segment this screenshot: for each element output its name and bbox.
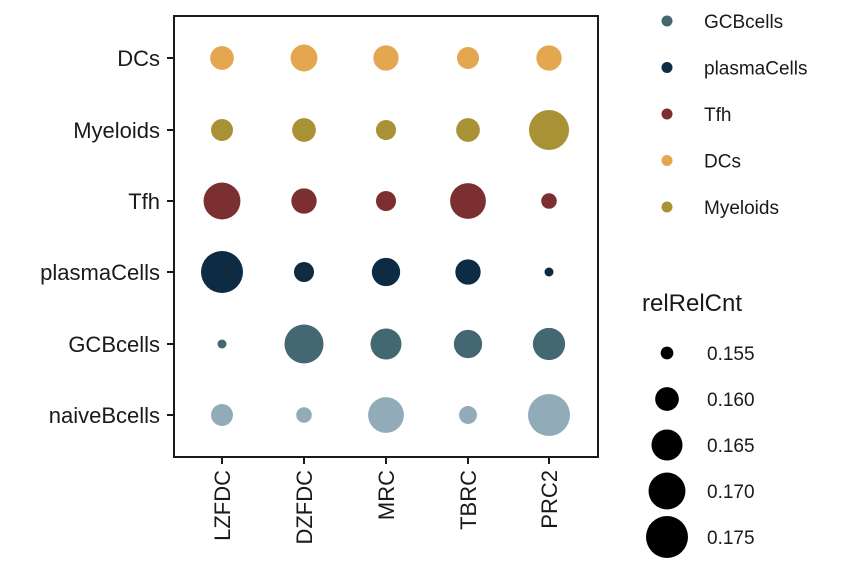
y-tick-label: plasmaCells <box>40 260 160 285</box>
size-legend-label: 0.160 <box>707 390 755 411</box>
point-naiveBcells-TBRC <box>459 406 477 424</box>
point-naiveBcells-MRC <box>368 397 404 433</box>
y-tick-label: Myeloids <box>73 118 160 143</box>
color-legend: GCBcells plasmaCells Tfh DCs Myeloids <box>661 12 807 219</box>
size-legend-key <box>648 472 686 510</box>
size-legend-key <box>660 346 674 360</box>
point-naiveBcells-PRC2 <box>528 394 570 436</box>
color-legend-label-plasmaCells: plasmaCells <box>704 59 807 80</box>
size-legend-label: 0.175 <box>707 528 755 549</box>
color-legend-label-DCs: DCs <box>704 152 741 173</box>
x-axis: LZFDC DZFDC MRC TBRC PRC2 <box>210 457 562 545</box>
point-DCs-DZFDC <box>290 44 318 72</box>
point-Myeloids-DZFDC <box>292 118 316 142</box>
color-legend-label-Myeloids: Myeloids <box>704 198 779 219</box>
point-plasmaCells-MRC <box>371 257 401 287</box>
point-Tfh-TBRC <box>450 183 486 219</box>
point-Myeloids-PRC2 <box>528 109 570 151</box>
x-tick-label: LZFDC <box>210 470 235 541</box>
plot-panel-border <box>173 15 599 458</box>
size-legend-key <box>655 387 679 411</box>
y-tick-label: Tfh <box>128 189 160 214</box>
point-Tfh-PRC2 <box>541 193 557 209</box>
point-GCBcells-TBRC <box>453 329 483 359</box>
point-Tfh-LZFDC <box>203 182 241 220</box>
point-plasmaCells-DZFDC <box>293 261 315 283</box>
point-Tfh-DZFDC <box>291 188 317 214</box>
y-tick-label: DCs <box>117 46 160 71</box>
size-legend: relRelCnt 0.155 0.160 0.165 0.170 0.175 <box>642 290 755 558</box>
size-legend-label: 0.170 <box>707 482 755 503</box>
point-naiveBcells-LZFDC <box>211 404 233 426</box>
point-DCs-MRC <box>373 45 399 71</box>
point-Myeloids-TBRC <box>456 118 480 142</box>
color-legend-label-GCBcells: GCBcells <box>704 12 783 33</box>
size-legend-label: 0.165 <box>707 436 755 457</box>
color-legend-label-Tfh: Tfh <box>704 105 731 126</box>
x-tick-label: MRC <box>374 470 399 520</box>
y-axis: naiveBcells GCBcells plasmaCells Tfh Myeloid… <box>40 46 174 428</box>
color-legend-key-Myeloids <box>661 201 673 213</box>
x-tick-label: PRC2 <box>537 470 562 529</box>
size-legend-title: relRelCnt <box>642 290 742 317</box>
point-GCBcells-LZFDC <box>217 339 227 349</box>
point-DCs-TBRC <box>457 47 479 69</box>
point-Tfh-MRC <box>375 190 397 212</box>
color-legend-key-GCBcells <box>661 15 673 27</box>
point-GCBcells-PRC2 <box>532 327 566 361</box>
x-tick-label: TBRC <box>456 470 481 530</box>
points-layer <box>201 44 570 436</box>
point-Myeloids-MRC <box>375 119 397 141</box>
point-Myeloids-LZFDC <box>211 119 233 141</box>
size-legend-key <box>651 429 683 461</box>
point-plasmaCells-LZFDC <box>201 251 243 293</box>
point-plasmaCells-TBRC <box>455 259 481 285</box>
color-legend-key-Tfh <box>661 108 673 120</box>
point-GCBcells-DZFDC <box>284 324 324 364</box>
point-naiveBcells-DZFDC <box>296 407 312 423</box>
y-tick-label: naiveBcells <box>49 403 160 428</box>
point-DCs-LZFDC <box>210 46 234 70</box>
point-DCs-PRC2 <box>536 45 562 71</box>
color-legend-key-plasmaCells <box>661 62 673 73</box>
x-tick-label: DZFDC <box>292 470 317 545</box>
point-plasmaCells-PRC2 <box>544 267 554 277</box>
size-legend-label: 0.155 <box>707 344 755 365</box>
point-GCBcells-MRC <box>370 328 402 360</box>
color-legend-key-DCs <box>661 155 673 166</box>
y-tick-label: GCBcells <box>68 332 160 357</box>
size-legend-key <box>646 516 688 558</box>
